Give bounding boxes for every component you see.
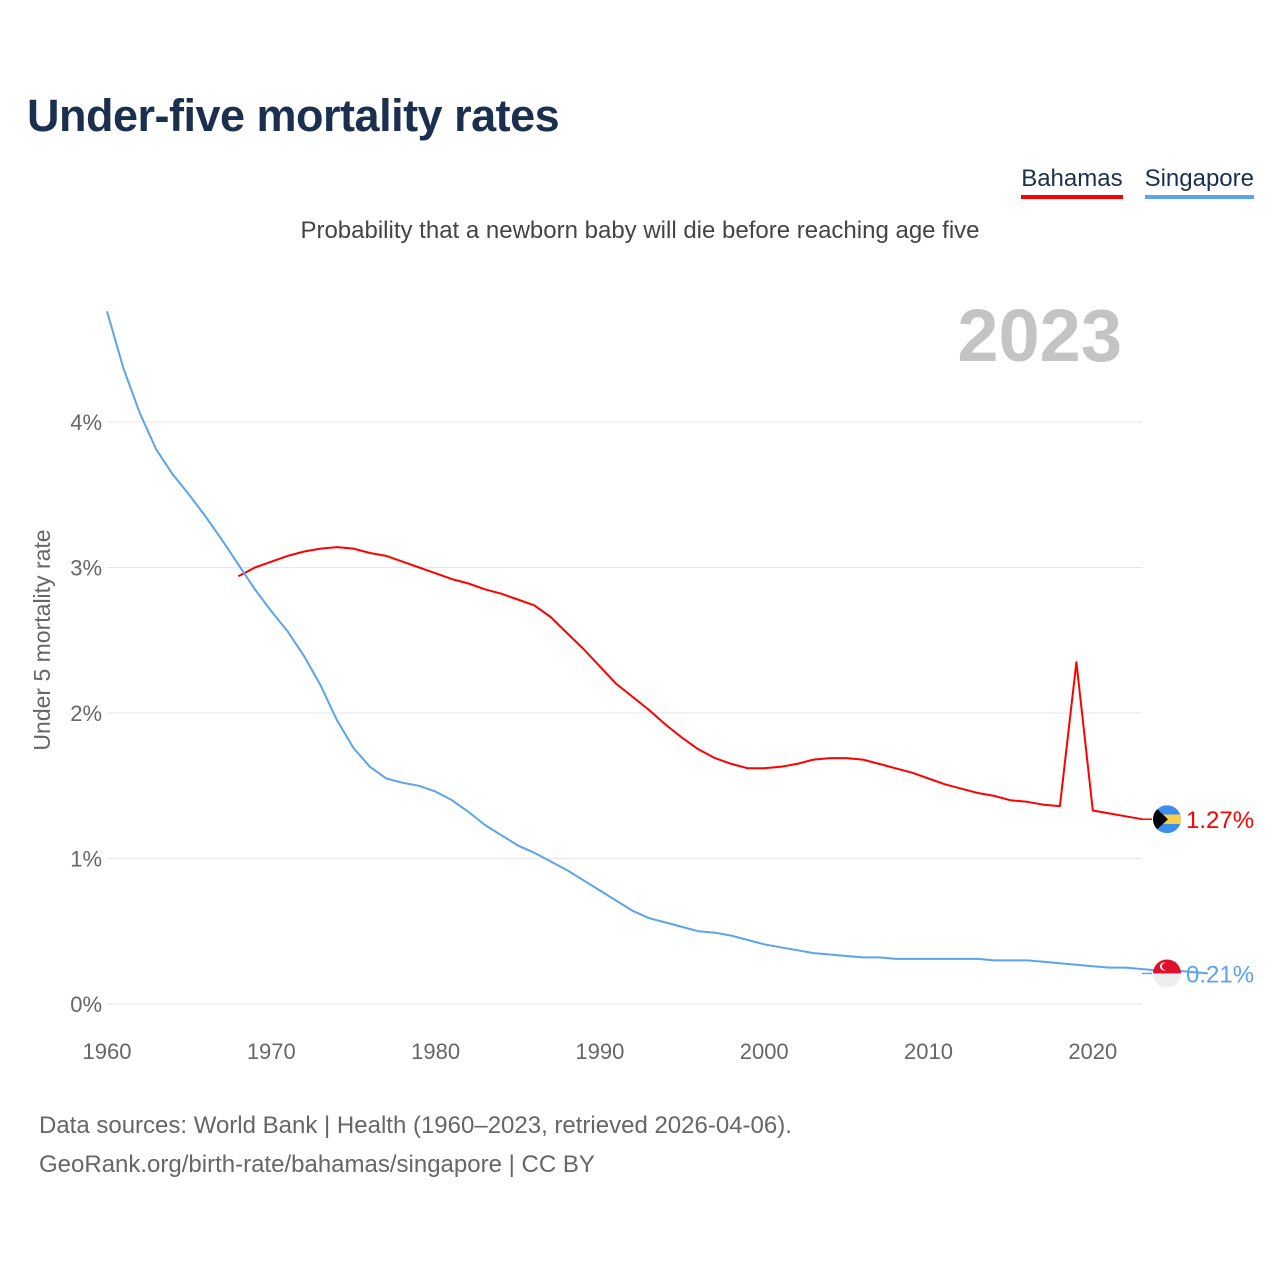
bahamas-flag-icon (1153, 805, 1181, 834)
footer-link[interactable]: GeoRank.org/birth-rate/bahamas/singapore… (39, 1151, 595, 1178)
y-axis-label: Under 5 mortality rate (29, 529, 55, 750)
singapore-flag-icon (1153, 959, 1181, 988)
chart-title: Under-five mortality rates (27, 90, 560, 141)
x-tick-label: 2000 (740, 1039, 789, 1064)
x-tick-label: 1980 (411, 1039, 460, 1064)
x-tick-label: 1960 (83, 1039, 132, 1064)
x-tick-label: 2020 (1068, 1039, 1117, 1064)
legend-item-singapore[interactable]: Singapore (1144, 165, 1254, 199)
y-tick-label: 4% (70, 410, 102, 435)
footer: Data sources: World Bank | Health (1960–… (39, 1106, 792, 1184)
chart-subtitle: Probability that a newborn baby will die… (300, 217, 980, 244)
series-line-singapore[interactable] (106, 311, 1208, 975)
y-tick-label: 3% (70, 556, 102, 581)
year-label: 2023 (957, 294, 1122, 377)
legend: Bahamas Singapore (1021, 165, 1254, 199)
x-tick-label: 2010 (904, 1039, 953, 1064)
legend-item-bahamas[interactable]: Bahamas (1021, 165, 1123, 199)
x-tick-label: 1970 (247, 1039, 296, 1064)
series-line-bahamas[interactable] (237, 546, 1143, 821)
end-value-label: 1.27% (1186, 807, 1254, 834)
x-tick-label: 1990 (575, 1039, 624, 1064)
y-tick-label: 0% (70, 992, 102, 1017)
y-tick-label: 2% (70, 701, 102, 726)
end-value-label: 0.21% (1186, 961, 1254, 988)
y-tick-label: 1% (70, 847, 102, 872)
footer-sources: Data sources: World Bank | Health (1960–… (39, 1112, 792, 1139)
